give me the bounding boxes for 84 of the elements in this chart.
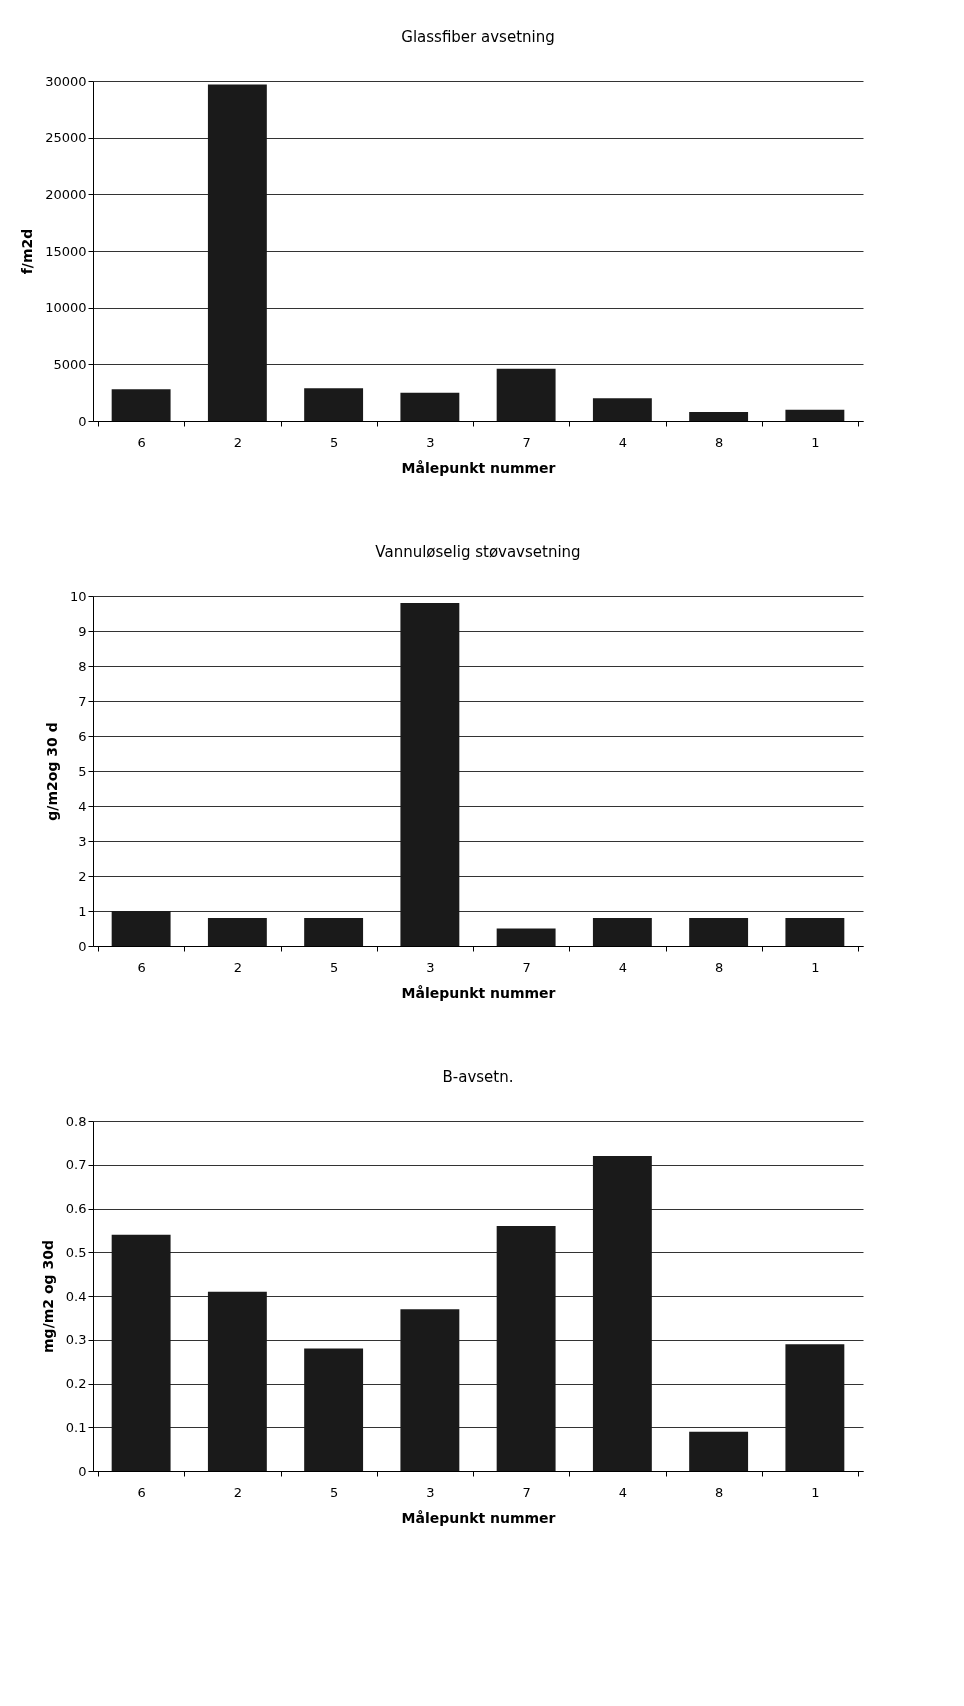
y-tick-label: 30000 bbox=[45, 73, 87, 89]
y-tick-label: 4 bbox=[78, 798, 87, 814]
x-axis-title: Målepunkt nummer bbox=[401, 459, 556, 476]
y-tick-label: 10 bbox=[69, 588, 87, 604]
y-tick-label: 0.2 bbox=[65, 1376, 87, 1391]
y-tick-label: 10000 bbox=[45, 300, 87, 316]
y-tick-label: 0.1 bbox=[65, 1419, 87, 1435]
bar bbox=[207, 918, 267, 946]
y-tick-label: 20000 bbox=[45, 186, 87, 202]
x-tick-label: 3 bbox=[426, 434, 435, 450]
x-tick-label: 5 bbox=[329, 1484, 339, 1500]
bar bbox=[207, 1291, 267, 1471]
bar bbox=[400, 603, 460, 946]
x-tick-label: 4 bbox=[618, 1484, 628, 1500]
bar bbox=[496, 368, 556, 421]
y-tick-label: 0.5 bbox=[65, 1244, 87, 1260]
x-tick-label: 4 bbox=[618, 434, 628, 450]
bar bbox=[304, 388, 364, 421]
x-tick-label: 2 bbox=[233, 1484, 243, 1500]
bar bbox=[785, 1344, 845, 1471]
bar bbox=[689, 411, 749, 421]
x-axis-title: Målepunkt nummer bbox=[401, 984, 556, 1001]
y-tick-label: 0.3 bbox=[65, 1332, 87, 1348]
y-tick-label: 9 bbox=[78, 623, 87, 639]
y-axis-title: g/m2og 30 d bbox=[43, 722, 60, 821]
chart-title: B-avsetn. bbox=[442, 1068, 514, 1086]
bar bbox=[689, 1431, 749, 1471]
x-tick-label: 2 bbox=[233, 959, 243, 975]
bar bbox=[785, 918, 845, 946]
bar bbox=[400, 1309, 460, 1471]
x-tick-label: 3 bbox=[426, 959, 435, 975]
x-tick-label: 1 bbox=[811, 959, 820, 975]
y-tick-label: 0 bbox=[78, 938, 87, 954]
x-tick-label: 6 bbox=[137, 959, 146, 975]
x-tick-label: 7 bbox=[522, 434, 531, 450]
y-tick-label: 0.4 bbox=[65, 1288, 87, 1304]
chart-title: Glassfiber avsetning bbox=[401, 28, 555, 46]
bar bbox=[496, 1226, 556, 1471]
x-tick-label: 8 bbox=[714, 1484, 724, 1500]
bar bbox=[207, 84, 267, 421]
y-tick-label: 1 bbox=[78, 903, 87, 919]
x-tick-label: 8 bbox=[714, 959, 724, 975]
y-tick-label: 8 bbox=[78, 658, 87, 674]
x-tick-label: 7 bbox=[522, 959, 531, 975]
bar bbox=[111, 389, 171, 421]
bar bbox=[785, 409, 845, 421]
y-tick-label: 0.8 bbox=[65, 1113, 87, 1129]
y-tick-label: 15000 bbox=[45, 243, 87, 259]
y-tick-label: 7 bbox=[78, 693, 87, 709]
y-tick-label: 3 bbox=[78, 833, 87, 849]
x-tick-label: 8 bbox=[714, 434, 724, 450]
y-tick-label: 0.6 bbox=[65, 1201, 87, 1216]
bar bbox=[111, 911, 171, 946]
bar bbox=[111, 1234, 171, 1471]
y-tick-label: 0.7 bbox=[65, 1157, 87, 1173]
x-tick-label: 2 bbox=[233, 434, 243, 450]
bar bbox=[400, 392, 460, 421]
y-tick-label: 25000 bbox=[45, 130, 87, 146]
y-tick-label: 5 bbox=[78, 763, 87, 779]
y-tick-label: 2 bbox=[78, 868, 87, 884]
x-axis-title: Målepunkt nummer bbox=[401, 1509, 556, 1526]
y-tick-label: 6 bbox=[78, 728, 87, 744]
bar bbox=[689, 918, 749, 946]
x-tick-label: 7 bbox=[522, 1484, 531, 1500]
y-axis-title: f/m2d bbox=[19, 228, 36, 275]
y-tick-label: 0 bbox=[78, 413, 87, 429]
x-tick-label: 3 bbox=[426, 1484, 435, 1500]
bar bbox=[496, 928, 556, 946]
bar bbox=[592, 398, 652, 421]
x-tick-label: 1 bbox=[811, 434, 820, 450]
x-tick-label: 6 bbox=[137, 434, 146, 450]
x-tick-label: 5 bbox=[329, 434, 339, 450]
x-tick-label: 5 bbox=[329, 959, 339, 975]
x-tick-label: 4 bbox=[618, 959, 628, 975]
y-tick-label: 0 bbox=[78, 1463, 87, 1479]
bar bbox=[592, 1156, 652, 1471]
bar bbox=[304, 1348, 364, 1471]
y-tick-label: 5000 bbox=[53, 356, 87, 372]
bar bbox=[304, 918, 364, 946]
x-tick-label: 1 bbox=[811, 1484, 820, 1500]
y-axis-title: mg/m2 og 30d bbox=[39, 1240, 56, 1353]
chart-title: Vannuløselig støvavsetning bbox=[375, 543, 581, 561]
bar bbox=[592, 918, 652, 946]
x-tick-label: 6 bbox=[137, 1484, 146, 1500]
